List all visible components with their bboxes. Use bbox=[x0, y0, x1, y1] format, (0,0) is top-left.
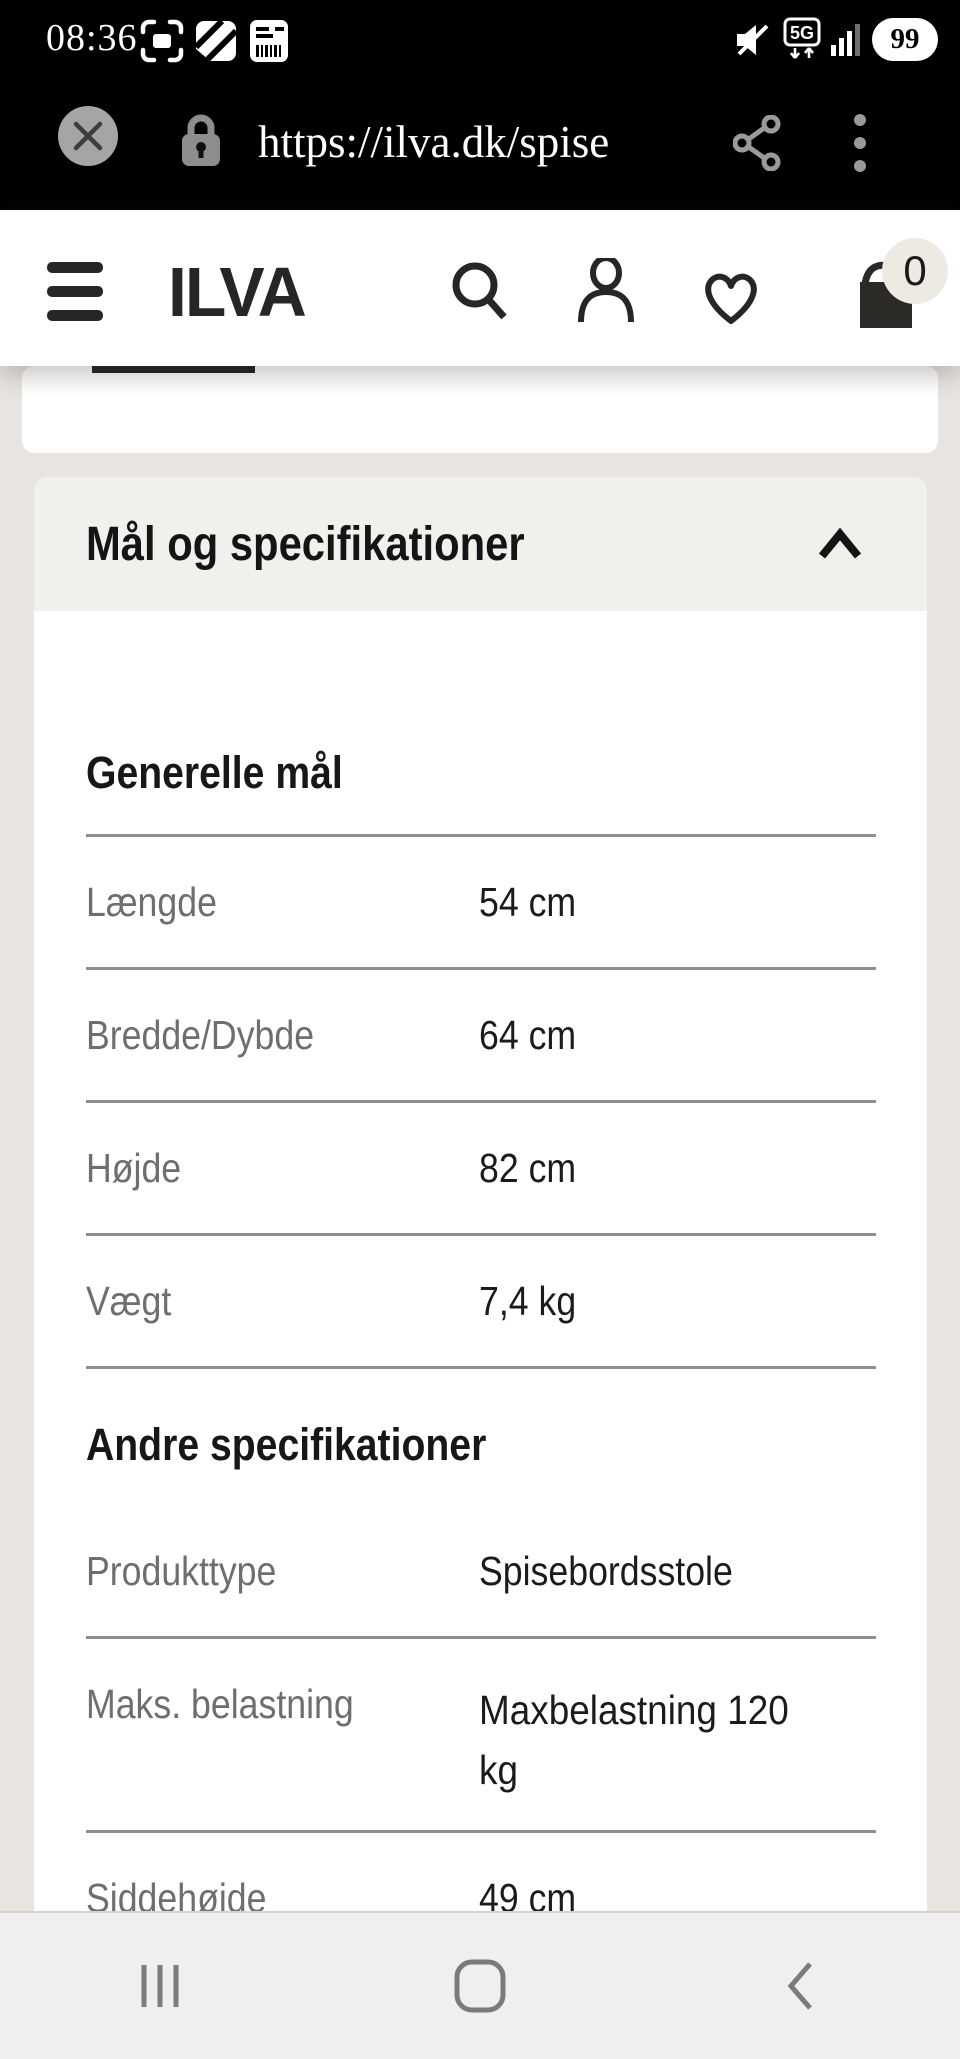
spec-row-produkttype: Produkttype Spisebordsstole bbox=[86, 1506, 876, 1639]
lock-icon[interactable] bbox=[178, 112, 224, 170]
hamburger-menu-icon[interactable] bbox=[47, 262, 103, 324]
spec-row-vaegt: Vægt 7,4 kg bbox=[86, 1236, 876, 1369]
url-field[interactable]: https://ilva.dk/spise bbox=[258, 117, 610, 167]
chevron-up-icon[interactable] bbox=[815, 525, 865, 563]
status-bar: 08:36 bbox=[0, 0, 960, 79]
network-5g-icon: 5G bbox=[782, 17, 822, 63]
site-header: ILVA 0 bbox=[0, 210, 960, 366]
wishlist-heart-icon[interactable] bbox=[700, 268, 762, 326]
browser-address-bar: https://ilva.dk/spise bbox=[0, 79, 960, 210]
accordion-header[interactable]: Mål og specifikationer bbox=[34, 477, 927, 611]
specifications-card: Mål og specifikationer Generelle mål Læn… bbox=[34, 477, 927, 2059]
signal-bars-icon bbox=[831, 22, 863, 58]
search-icon[interactable] bbox=[450, 260, 510, 322]
spec-row-bredde: Bredde/Dybde 64 cm bbox=[86, 970, 876, 1103]
clock: 08:36 bbox=[46, 17, 138, 59]
android-nav-bar bbox=[0, 1911, 960, 2059]
spec-row-laengde: Længde 54 cm bbox=[86, 837, 876, 970]
close-tab-button[interactable] bbox=[58, 106, 118, 166]
svg-text:5G: 5G bbox=[790, 23, 814, 43]
stripes-app-icon bbox=[194, 19, 238, 63]
receipt-icon bbox=[248, 19, 290, 63]
section-heading-other: Andre specifikationer bbox=[86, 1419, 487, 1470]
spec-row-maks-belastning: Maks. belastning Maxbelastning 120 kg bbox=[86, 1639, 876, 1833]
notification-icons bbox=[140, 19, 290, 63]
battery-indicator: 99 bbox=[872, 18, 938, 61]
screenshot-icon bbox=[140, 19, 184, 63]
share-icon[interactable] bbox=[733, 115, 781, 171]
account-icon[interactable] bbox=[575, 258, 637, 324]
cart-bag-icon[interactable]: 0 bbox=[838, 226, 950, 332]
home-button[interactable] bbox=[320, 1913, 640, 2059]
back-button[interactable] bbox=[640, 1913, 960, 2059]
cart-count-badge: 0 bbox=[903, 247, 926, 294]
section-heading-general: Generelle mål bbox=[86, 611, 876, 837]
mute-icon bbox=[735, 22, 773, 58]
ilva-logo[interactable]: ILVA bbox=[168, 253, 307, 331]
overflow-menu-icon[interactable] bbox=[852, 112, 868, 174]
specifications-body: Generelle mål Længde 54 cm Bredde/Dybde … bbox=[34, 611, 927, 1966]
product-tabs-card bbox=[22, 366, 938, 453]
spec-row-hojde: Højde 82 cm bbox=[86, 1103, 876, 1236]
accordion-title: Mål og specifikationer bbox=[86, 517, 525, 571]
active-tab-indicator bbox=[92, 366, 255, 373]
recents-button[interactable] bbox=[0, 1913, 320, 2059]
